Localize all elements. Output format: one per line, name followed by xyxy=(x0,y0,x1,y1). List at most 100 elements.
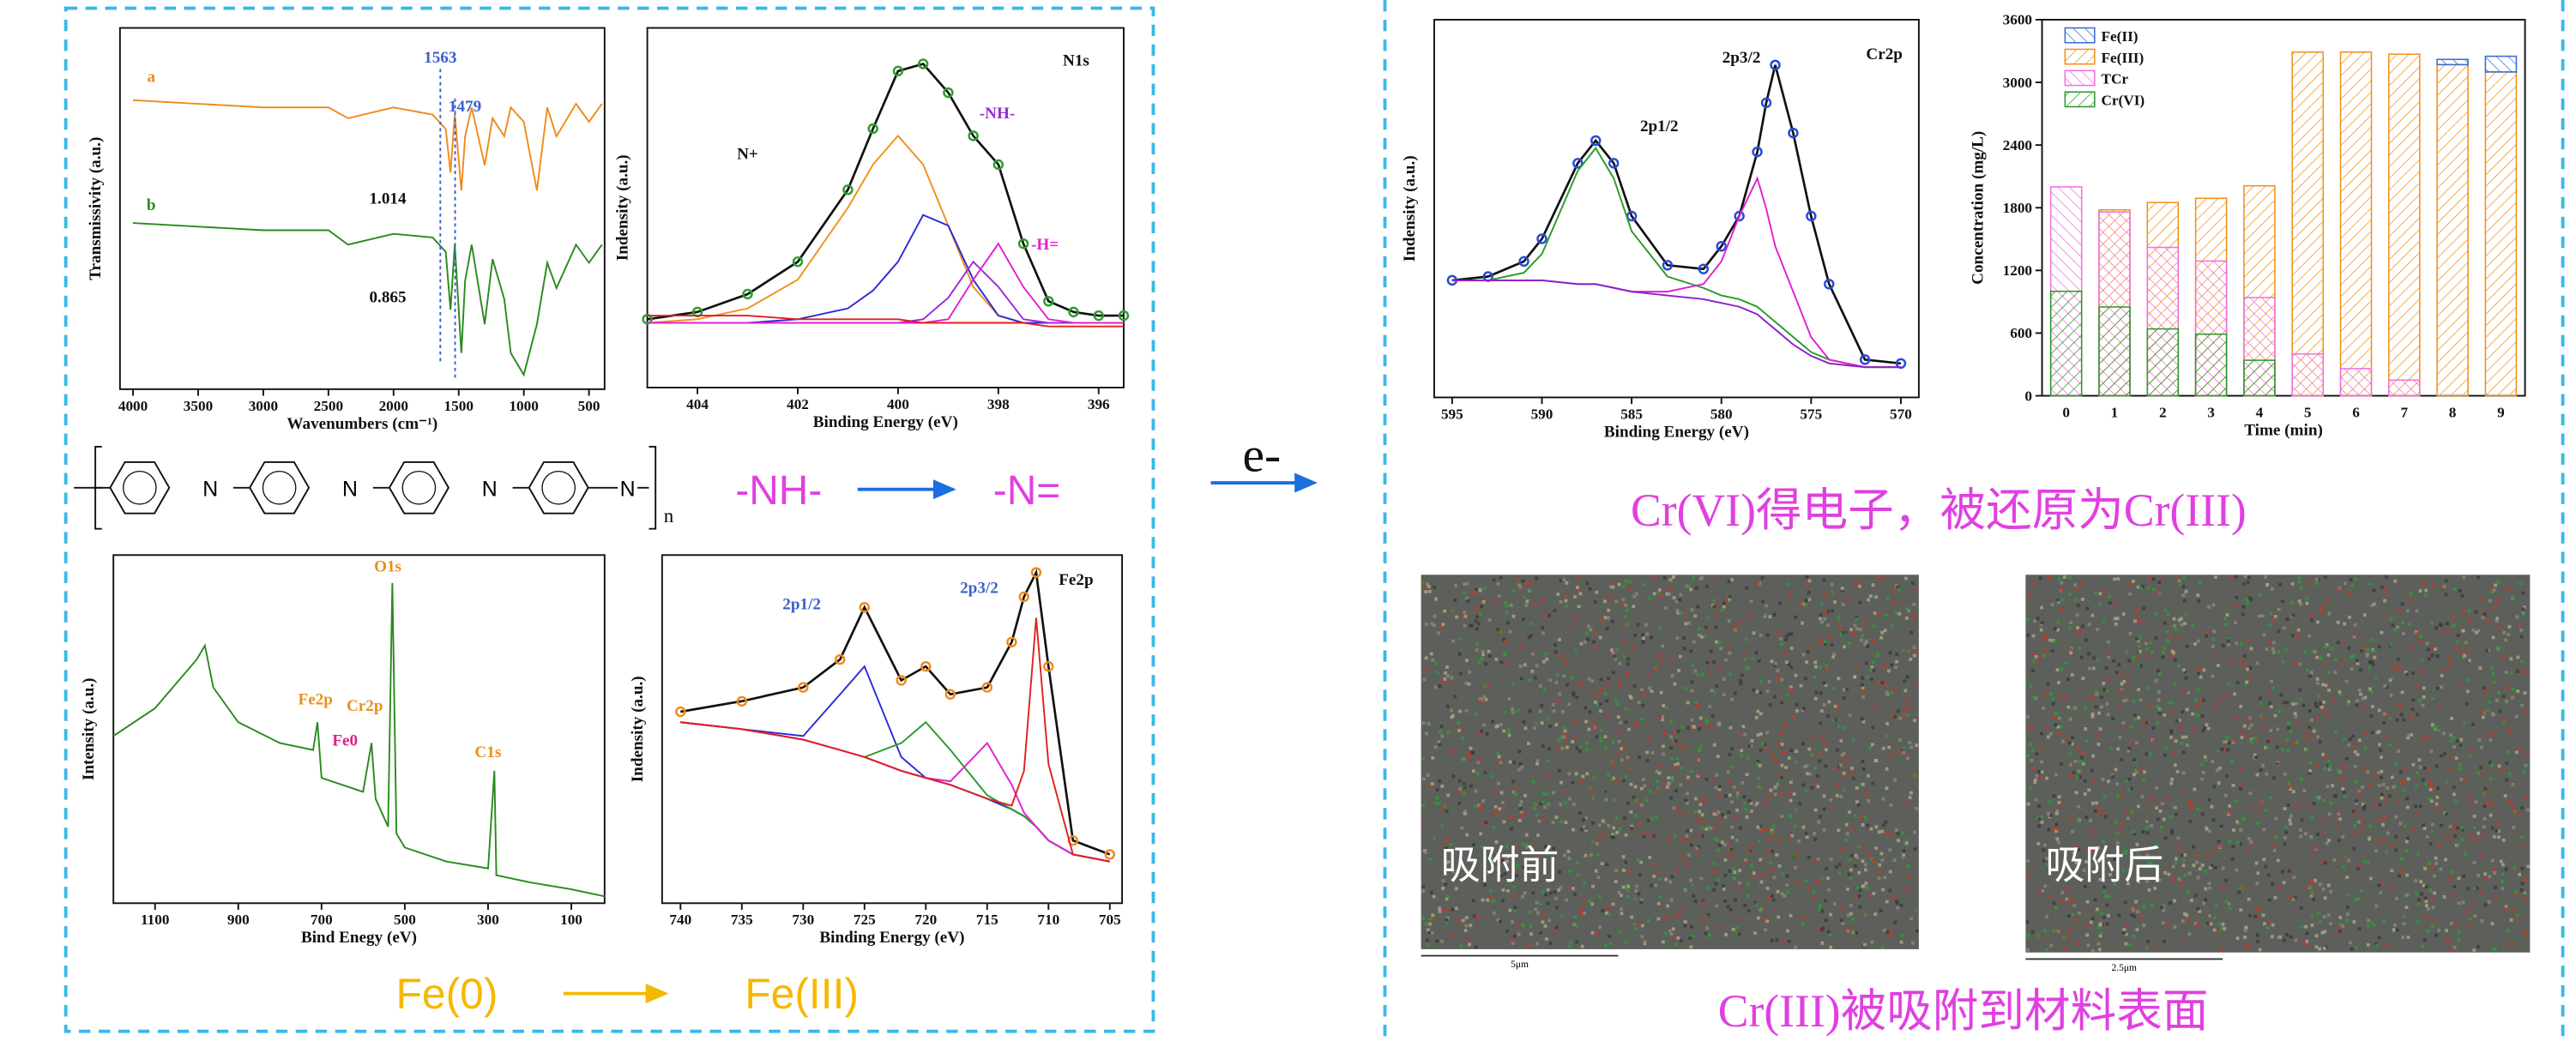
bar xyxy=(2292,52,2323,396)
x-tick-label: 4000 xyxy=(118,398,148,414)
atom: N xyxy=(482,477,498,501)
x-tick-label: 8 xyxy=(2449,404,2457,420)
x-tick-label: 715 xyxy=(976,912,998,928)
x-tick-label: 396 xyxy=(1088,396,1110,412)
x-tick-label: 3000 xyxy=(249,398,278,414)
plot-frame xyxy=(648,28,1124,388)
annotation: -NH- xyxy=(980,105,1015,123)
x-tick-label: 1100 xyxy=(141,912,169,928)
annotation: -H= xyxy=(1031,236,1059,254)
x-tick-label: 500 xyxy=(578,398,600,414)
electron-label: e- xyxy=(1243,429,1282,483)
x-axis-label: Binding Energy (eV) xyxy=(813,413,958,431)
x-tick-label: 6 xyxy=(2352,404,2360,420)
x-tick-label: 585 xyxy=(1620,406,1643,422)
x-tick-label: 2 xyxy=(2159,404,2167,420)
x-tick-label: 705 xyxy=(1099,912,1121,928)
y-tick-label: 0 xyxy=(2024,388,2032,404)
y-axis-label: Intensity (a.u.) xyxy=(80,677,98,780)
annotation: a xyxy=(147,69,155,87)
legend-label: Fe(III) xyxy=(2101,50,2144,66)
annotation: 1563 xyxy=(424,49,456,67)
benzene-ring xyxy=(529,462,588,514)
x-axis-label: Wavenumbers (cm⁻¹) xyxy=(287,415,437,433)
y-axis-label: Indensity (a.u.) xyxy=(1401,155,1419,262)
micrograph xyxy=(2025,575,2530,952)
annotation: 2p3/2 xyxy=(1722,49,1761,67)
annotation: 0.865 xyxy=(369,288,406,306)
legend-swatch xyxy=(2065,28,2094,43)
benzene-ring xyxy=(250,462,309,514)
y-tick-label: 600 xyxy=(2010,325,2032,341)
annotation: 2p1/2 xyxy=(782,596,821,614)
x-axis-label: Binding Energy (eV) xyxy=(819,929,964,947)
annotation: 2p1/2 xyxy=(1640,117,1679,135)
page: {"chart_data":[ {"type":"line","xlabel":… xyxy=(0,0,2576,1037)
x-tick-label: 3500 xyxy=(184,398,213,414)
x-tick-label: 5 xyxy=(2304,404,2312,420)
annotation: N1s xyxy=(1063,52,1089,70)
legend-label: Fe(II) xyxy=(2101,28,2138,45)
legend-label: TCr xyxy=(2101,71,2128,87)
legend-label: Cr(VI) xyxy=(2101,93,2145,109)
x-tick-label: 1500 xyxy=(444,398,474,414)
x-tick-label: 720 xyxy=(914,912,937,928)
nh-label: -NH- xyxy=(735,468,822,514)
micrograph xyxy=(1421,575,1919,949)
adsorption-caption: Cr(III)被吸附到材料表面 xyxy=(1718,985,2209,1037)
fe3-label: Fe(III) xyxy=(745,970,859,1018)
plot-frame xyxy=(113,555,605,903)
x-tick-label: 595 xyxy=(1441,406,1463,422)
benzene-ring xyxy=(389,462,449,514)
ring-inner xyxy=(262,472,295,504)
y-tick-label: 3000 xyxy=(2003,75,2032,91)
scale-label: 2.5μm xyxy=(2112,963,2138,973)
legend-swatch xyxy=(2065,70,2094,85)
bar xyxy=(2485,57,2516,72)
bar xyxy=(2389,54,2420,395)
x-tick-label: 402 xyxy=(787,396,809,412)
bar xyxy=(2340,369,2371,396)
x-tick-label: 398 xyxy=(987,396,1010,412)
x-tick-label: 4 xyxy=(2256,404,2264,420)
x-tick-label: 300 xyxy=(477,912,499,928)
x-tick-label: 900 xyxy=(227,912,250,928)
x-tick-label: 700 xyxy=(311,912,333,928)
x-tick-label: 730 xyxy=(792,912,814,928)
y-tick-label: 2400 xyxy=(2003,137,2032,153)
x-tick-label: 1000 xyxy=(509,398,538,414)
bar xyxy=(2389,380,2420,395)
figure: -NH- -N= Fe(0) Fe(III) e- Cr(VI)得电子，被还原为… xyxy=(0,0,2576,1037)
legend-swatch xyxy=(2065,92,2094,106)
reduction-caption: Cr(VI)得电子，被还原为Cr(III) xyxy=(1631,484,2247,536)
x-tick-label: 570 xyxy=(1890,406,1912,422)
x-axis-label: Time (min) xyxy=(2244,422,2323,440)
annotation: N+ xyxy=(737,146,758,164)
bond xyxy=(74,447,655,529)
y-axis-label: Indensity (a.u.) xyxy=(629,676,647,782)
annotation: b xyxy=(147,196,156,214)
benzene-ring xyxy=(110,462,169,514)
legend-swatch xyxy=(2065,49,2094,63)
x-tick-label: 100 xyxy=(560,912,582,928)
scale-label: 5μm xyxy=(1511,960,1529,970)
bar xyxy=(2437,64,2468,395)
x-tick-label: 404 xyxy=(686,396,709,412)
bar xyxy=(2244,360,2275,395)
bar xyxy=(2292,354,2323,396)
image-caption: 吸附后 xyxy=(2045,842,2163,888)
repeat-index: n xyxy=(664,505,674,527)
x-tick-label: 2000 xyxy=(379,398,408,414)
x-tick-label: 725 xyxy=(854,912,876,928)
x-tick-label: 735 xyxy=(731,912,753,928)
annotation: Fe2p xyxy=(299,691,333,709)
bar xyxy=(2340,52,2371,396)
x-tick-label: 7 xyxy=(2401,404,2409,420)
plot-frame xyxy=(1434,20,1919,397)
bar xyxy=(2051,292,2082,396)
x-tick-label: 740 xyxy=(669,912,691,928)
x-tick-label: 710 xyxy=(1037,912,1059,928)
bar xyxy=(2196,334,2227,396)
x-tick-label: 2500 xyxy=(314,398,343,414)
y-axis-label: Indensity (a.u.) xyxy=(614,154,632,261)
